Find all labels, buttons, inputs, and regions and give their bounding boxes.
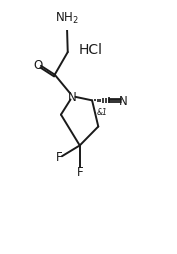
Text: F: F bbox=[56, 150, 62, 163]
Text: NH$_2$: NH$_2$ bbox=[55, 10, 79, 25]
Text: O: O bbox=[33, 59, 43, 72]
Text: HCl: HCl bbox=[79, 43, 103, 57]
Text: F: F bbox=[76, 165, 83, 178]
Text: N: N bbox=[68, 90, 77, 103]
Text: N: N bbox=[119, 94, 128, 107]
Text: &1: &1 bbox=[96, 108, 107, 117]
